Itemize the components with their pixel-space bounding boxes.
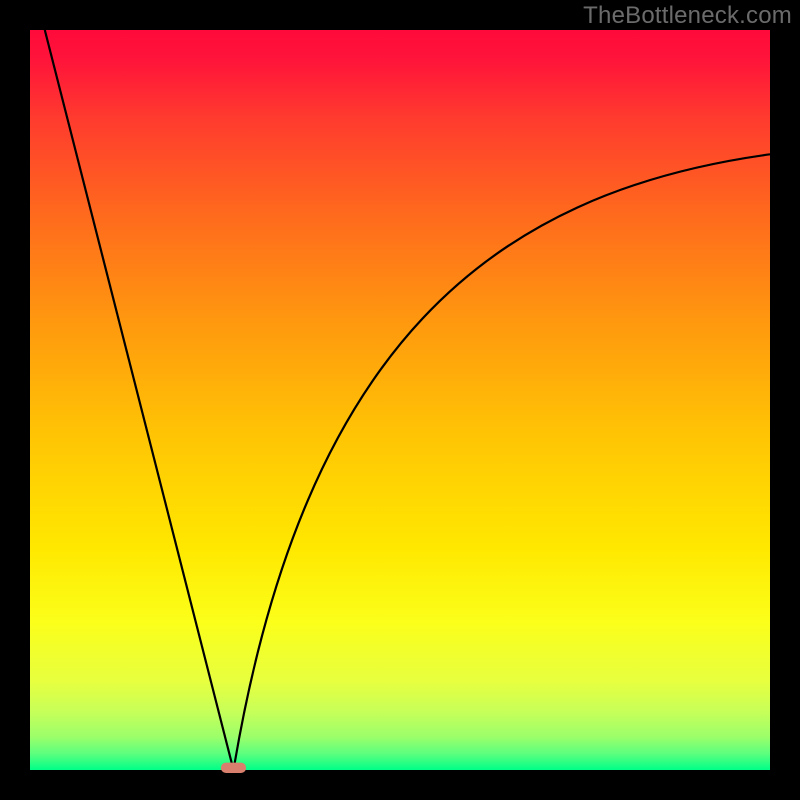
plot-area	[30, 30, 770, 770]
chart-svg	[0, 0, 800, 800]
minimum-marker	[221, 763, 246, 773]
watermark-text: TheBottleneck.com	[583, 2, 792, 30]
chart-container: TheBottleneck.com	[0, 0, 800, 800]
